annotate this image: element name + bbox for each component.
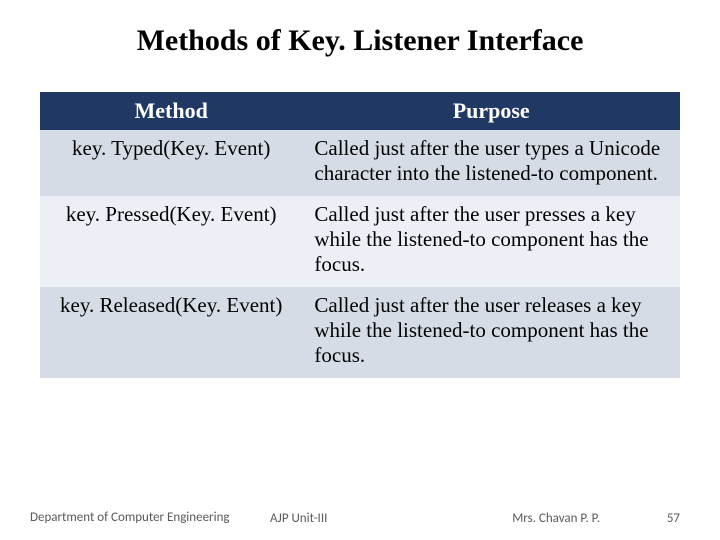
- slide: Methods of Key. Listener Interface Metho…: [0, 0, 720, 540]
- cell-method: key. Typed(Key. Event): [40, 130, 302, 196]
- slide-title: Methods of Key. Listener Interface: [40, 24, 680, 58]
- footer-page-number: 57: [667, 511, 680, 526]
- cell-method: key. Pressed(Key. Event): [40, 196, 302, 287]
- cell-purpose: Called just after the user presses a key…: [302, 196, 680, 287]
- footer-dept: Department of Computer Engineering: [30, 511, 230, 526]
- cell-purpose: Called just after the user releases a ke…: [302, 287, 680, 378]
- cell-method: key. Released(Key. Event): [40, 287, 302, 378]
- table-row: key. Released(Key. Event) Called just af…: [40, 287, 680, 378]
- table-row: key. Typed(Key. Event) Called just after…: [40, 130, 680, 196]
- cell-purpose: Called just after the user types a Unico…: [302, 130, 680, 196]
- footer: Department of Computer Engineering AJP U…: [0, 511, 720, 526]
- footer-author: Mrs. Chavan P. P.: [512, 511, 600, 526]
- table-header-row: Method Purpose: [40, 92, 680, 130]
- table-row: key. Pressed(Key. Event) Called just aft…: [40, 196, 680, 287]
- footer-unit: AJP Unit-III: [270, 511, 327, 526]
- methods-table: Method Purpose key. Typed(Key. Event) Ca…: [40, 92, 680, 378]
- col-header-method: Method: [40, 92, 302, 130]
- col-header-purpose: Purpose: [302, 92, 680, 130]
